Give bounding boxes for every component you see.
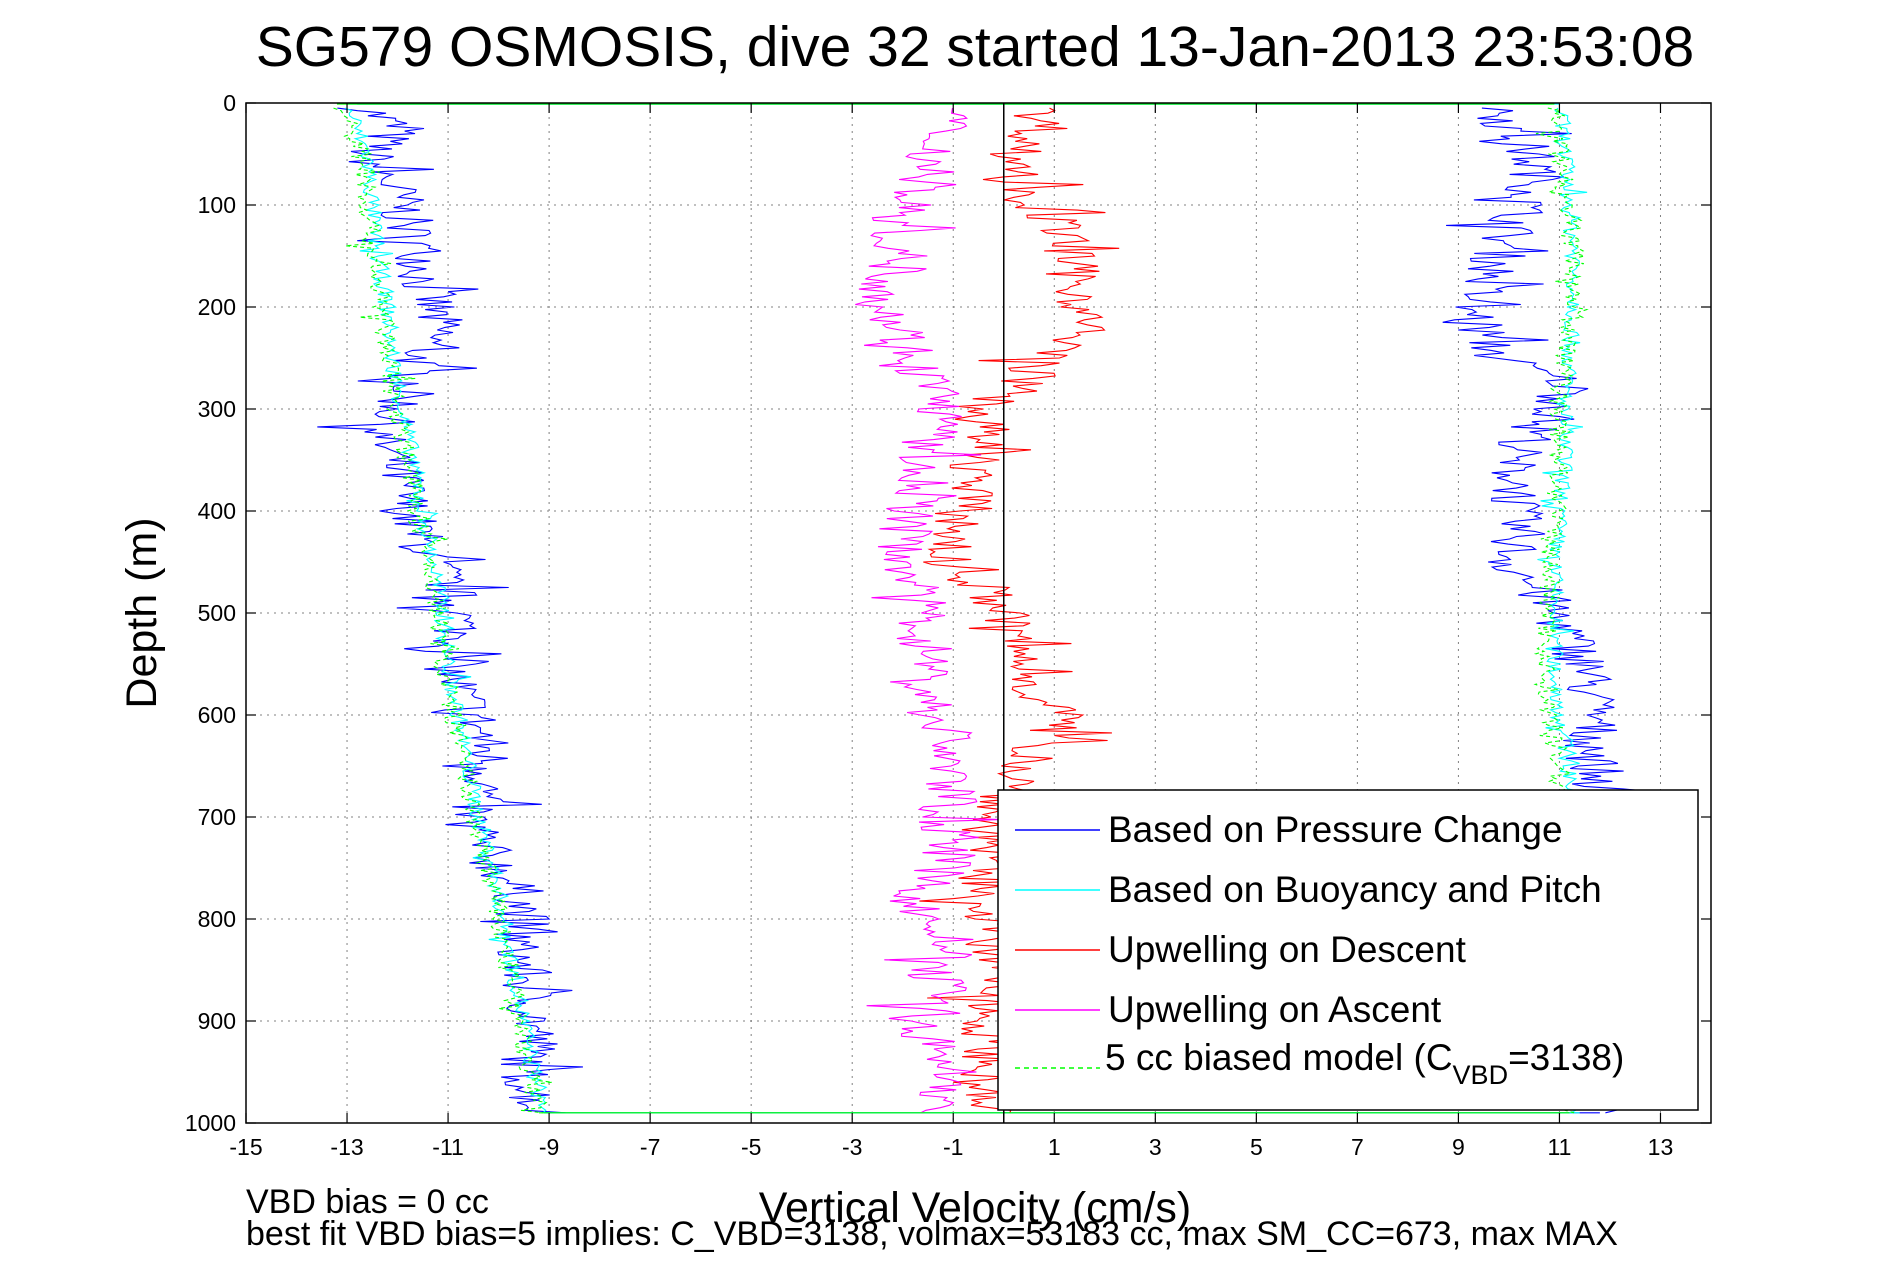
x-tick-label: 7 [1351, 1134, 1364, 1160]
legend-label-model-sub: VBD [1453, 1060, 1509, 1090]
chart-title: SG579 OSMOSIS, dive 32 started 13-Jan-20… [256, 15, 1695, 79]
x-tick-label: 3 [1149, 1134, 1162, 1160]
legend-label-ascent: Upwelling on Ascent [1108, 989, 1442, 1030]
x-tick-label: -11 [432, 1134, 464, 1160]
x-tick-label: 1 [1048, 1134, 1061, 1160]
x-tick-label: -9 [539, 1134, 559, 1160]
y-tick-label: 800 [198, 906, 236, 932]
x-tick-label: 13 [1648, 1134, 1674, 1160]
legend-label-pressure: Based on Pressure Change [1108, 809, 1563, 850]
x-axis-label: Vertical Velocity (cm/s) [759, 1184, 1192, 1232]
legend-label-descent: Upwelling on Descent [1108, 929, 1467, 970]
y-tick-label: 300 [198, 396, 236, 422]
series-5-descent-line [333, 107, 553, 1114]
legend-label-model: 5 cc biased model (CVBD=3138) [1105, 1037, 1624, 1090]
y-tick-label: 600 [198, 702, 236, 728]
x-tick-label: 11 [1548, 1134, 1572, 1160]
y-axis-label: Depth (m) [118, 517, 166, 708]
y-tick-label: 900 [198, 1008, 236, 1034]
y-tick-label: 400 [198, 498, 236, 524]
legend-label-buoyancy: Based on Buoyancy and Pitch [1108, 869, 1602, 910]
series-4-line [855, 107, 1001, 1114]
series-3-line [919, 107, 1120, 1114]
legend-label-model-suffix: =3138) [1508, 1037, 1624, 1078]
x-tick-label: 5 [1250, 1134, 1263, 1160]
legend: Based on Pressure Change Based on Buoyan… [997, 789, 1699, 1111]
series-2-descent-line [344, 107, 548, 1114]
legend-label-model-main: 5 cc biased model (C [1105, 1037, 1453, 1078]
x-tick-label: -13 [330, 1134, 363, 1160]
x-tick-label: -7 [640, 1134, 660, 1160]
vbd-bias-note: VBD bias = 0 cc [246, 1183, 489, 1221]
x-tick-label: 9 [1452, 1134, 1465, 1160]
x-tick-label: -3 [842, 1134, 862, 1160]
x-tick-label: -1 [943, 1134, 963, 1160]
x-axis-ticks: -15 -13 -11 -9 -7 -5 -3 -1 1 3 5 7 9 11 13 [229, 103, 1673, 1160]
best-fit-note: best fit VBD bias=5 implies: C_VBD=3138,… [246, 1215, 1618, 1253]
y-tick-label: 700 [198, 804, 236, 830]
x-tick-label: -5 [741, 1134, 761, 1160]
y-tick-label: 1000 [185, 1110, 236, 1136]
legend-box [997, 789, 1699, 1111]
y-tick-label: 0 [223, 90, 236, 116]
y-tick-label: 100 [198, 192, 236, 218]
y-axis-ticks: 0 100 200 300 400 500 600 700 800 900 1000 [185, 90, 1711, 1136]
series-1-descent-line [317, 107, 583, 1114]
x-tick-label: -15 [229, 1134, 262, 1160]
y-tick-label: 500 [198, 600, 236, 626]
y-tick-label: 200 [198, 294, 236, 320]
